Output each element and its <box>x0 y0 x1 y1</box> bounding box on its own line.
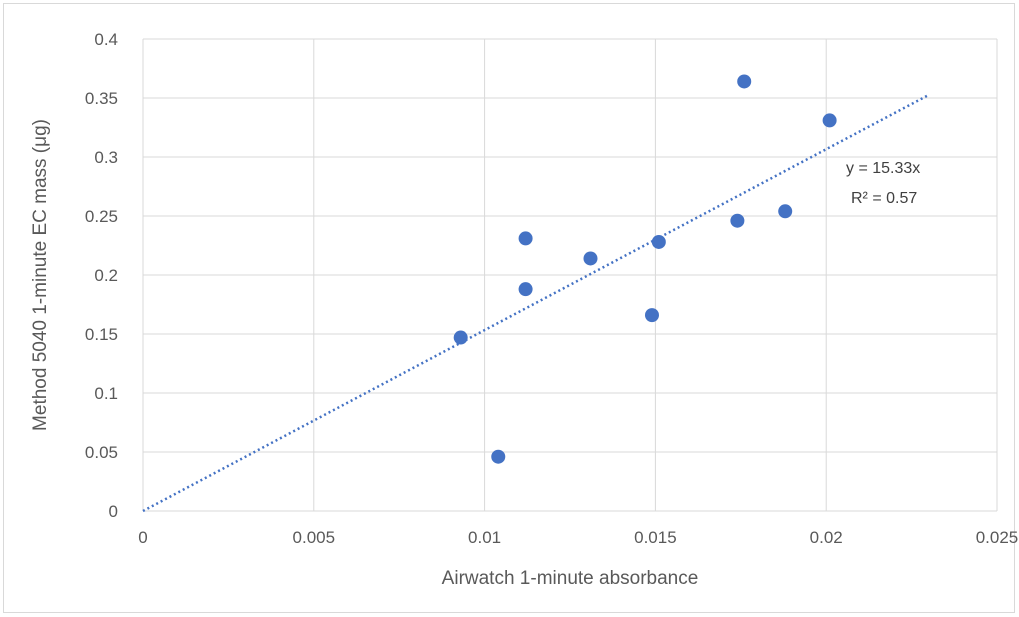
data-point <box>737 74 751 88</box>
data-point <box>491 450 505 464</box>
data-point <box>730 214 744 228</box>
trendline-equation: y = 15.33x <box>846 160 920 177</box>
y-tick-labels: 0 0.05 0.1 0.15 0.2 0.25 0.3 0.35 0.4 <box>85 30 118 521</box>
y-tick-label: 0 <box>109 502 118 521</box>
data-points <box>454 74 837 463</box>
x-tick-label: 0.01 <box>468 528 501 547</box>
y-tick-label: 0.05 <box>85 443 118 462</box>
y-axis-title: Method 5040 1-minute EC mass (μg) <box>30 119 51 431</box>
y-tick-label: 0.15 <box>85 325 118 344</box>
data-point <box>645 308 659 322</box>
data-point <box>652 235 666 249</box>
y-tick-label: 0.35 <box>85 89 118 108</box>
x-tick-label: 0.025 <box>976 528 1019 547</box>
x-tick-labels: 0 0.005 0.01 0.015 0.02 0.025 <box>138 528 1018 547</box>
x-tick-label: 0 <box>138 528 147 547</box>
y-tick-label: 0.4 <box>94 30 118 49</box>
x-tick-label: 0.015 <box>634 528 677 547</box>
y-tick-label: 0.3 <box>94 148 118 167</box>
data-point <box>519 282 533 296</box>
y-tick-label: 0.25 <box>85 207 118 226</box>
data-point <box>454 331 468 345</box>
x-axis-title: Airwatch 1-minute absorbance <box>442 568 699 589</box>
y-tick-label: 0.1 <box>94 384 118 403</box>
gridlines <box>143 39 997 511</box>
trendline-r-squared: R² = 0.57 <box>851 190 917 207</box>
data-point <box>778 204 792 218</box>
data-point <box>823 113 837 127</box>
data-point <box>519 231 533 245</box>
x-tick-label: 0.005 <box>293 528 336 547</box>
data-point <box>583 251 597 265</box>
y-tick-label: 0.2 <box>94 266 118 285</box>
x-tick-label: 0.02 <box>810 528 843 547</box>
